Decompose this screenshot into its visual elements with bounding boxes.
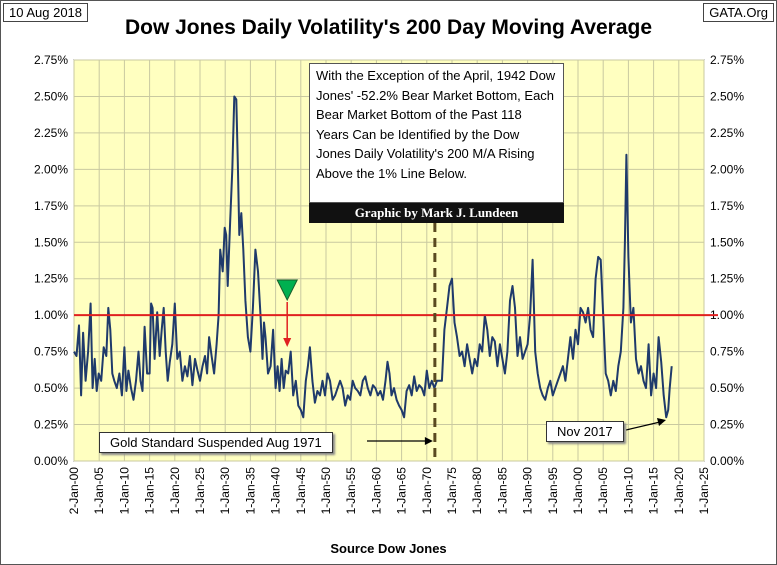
x-tick-label: 1-Jan-00	[571, 467, 585, 515]
chart-title: Dow Jones Daily Volatility's 200 Day Mov…	[124, 16, 653, 39]
bear-market-triangle-marker	[276, 279, 299, 302]
annotation-note: With the Exception of the April, 1942 Do…	[309, 63, 564, 203]
x-tick-label: 1-Jan-30	[218, 467, 232, 515]
y-tick-label-left: 1.25%	[34, 272, 68, 286]
y-tick-label-left: 0.25%	[34, 418, 68, 432]
volatility-series-line	[73, 95, 673, 419]
gold-callout-arrow-head	[424, 437, 433, 445]
x-tick-label: 2-Jan-00	[67, 467, 81, 515]
x-tick-label: 1-Jan-20	[672, 467, 686, 515]
x-tick-label: 1-Jan-85	[495, 467, 509, 515]
y-tick-label-right: 0.00%	[710, 454, 744, 468]
y-tick-label-right: 1.00%	[710, 308, 744, 322]
x-axis-title: Source Dow Jones	[330, 541, 447, 556]
x-tick-label: 1-Jan-70	[420, 467, 434, 515]
nov-2017-callout: Nov 2017	[546, 421, 624, 442]
y-tick-label-right: 2.25%	[710, 126, 744, 140]
x-tick-label: 1-Jan-40	[269, 467, 283, 515]
date-label: 10 Aug 2018	[3, 3, 89, 22]
y-tick-label-left: 2.25%	[34, 126, 68, 140]
y-tick-label-right: 2.00%	[710, 162, 744, 176]
red-arrow-head	[283, 338, 292, 347]
nov-callout-arrow-head	[657, 418, 666, 426]
x-tick-label: 1-Jan-65	[395, 467, 409, 515]
y-tick-label-left: 2.50%	[34, 89, 68, 103]
y-tick-label-right: 1.25%	[710, 272, 744, 286]
x-tick-label: 1-Jan-55	[344, 467, 358, 515]
y-tick-label-right: 0.75%	[710, 345, 744, 359]
x-tick-label: 1-Jan-10	[117, 467, 131, 515]
x-tick-label: 1-Jan-20	[168, 467, 182, 515]
y-tick-label-right: 0.50%	[710, 381, 744, 395]
gold-standard-callout: Gold Standard Suspended Aug 1971	[99, 432, 333, 453]
credit-label: Graphic by Mark J. Lundeen	[309, 203, 564, 223]
y-tick-label-left: 2.75%	[34, 53, 68, 67]
y-tick-label-left: 0.00%	[34, 454, 68, 468]
y-tick-label-right: 2.75%	[710, 53, 744, 67]
x-tick-label: 1-Jan-15	[143, 467, 157, 515]
y-tick-label-left: 1.75%	[34, 199, 68, 213]
x-tick-label: 1-Jan-05	[92, 467, 106, 515]
y-tick-label-left: 2.00%	[34, 162, 68, 176]
x-tick-label: 1-Jan-90	[521, 467, 535, 515]
y-tick-label-left: 0.75%	[34, 345, 68, 359]
source-site-label: GATA.Org	[703, 3, 774, 22]
y-tick-label-right: 1.75%	[710, 199, 744, 213]
x-tick-label: 1-Jan-80	[470, 467, 484, 515]
x-tick-label: 1-Jan-60	[369, 467, 383, 515]
x-tick-label: 1-Jan-95	[546, 467, 560, 515]
y-tick-label-right: 2.50%	[710, 89, 744, 103]
y-tick-label-left: 0.50%	[34, 381, 68, 395]
x-tick-label: 1-Jan-10	[621, 467, 635, 515]
x-tick-label: 1-Jan-25	[193, 467, 207, 515]
x-tick-label: 1-Jan-35	[243, 467, 257, 515]
y-tick-label-right: 1.50%	[710, 235, 744, 249]
y-tick-label-right: 0.25%	[710, 418, 744, 432]
x-tick-label: 1-Jan-75	[445, 467, 459, 515]
x-tick-label: 1-Jan-25	[697, 467, 711, 515]
y-tick-label-left: 1.00%	[34, 308, 68, 322]
nov-callout-arrow-shaft	[625, 421, 661, 431]
x-tick-label: 1-Jan-15	[647, 467, 661, 515]
y-tick-label-left: 1.50%	[34, 235, 68, 249]
x-tick-label: 1-Jan-05	[596, 467, 610, 515]
x-tick-label: 1-Jan-45	[294, 467, 308, 515]
x-tick-label: 1-Jan-50	[319, 467, 333, 515]
